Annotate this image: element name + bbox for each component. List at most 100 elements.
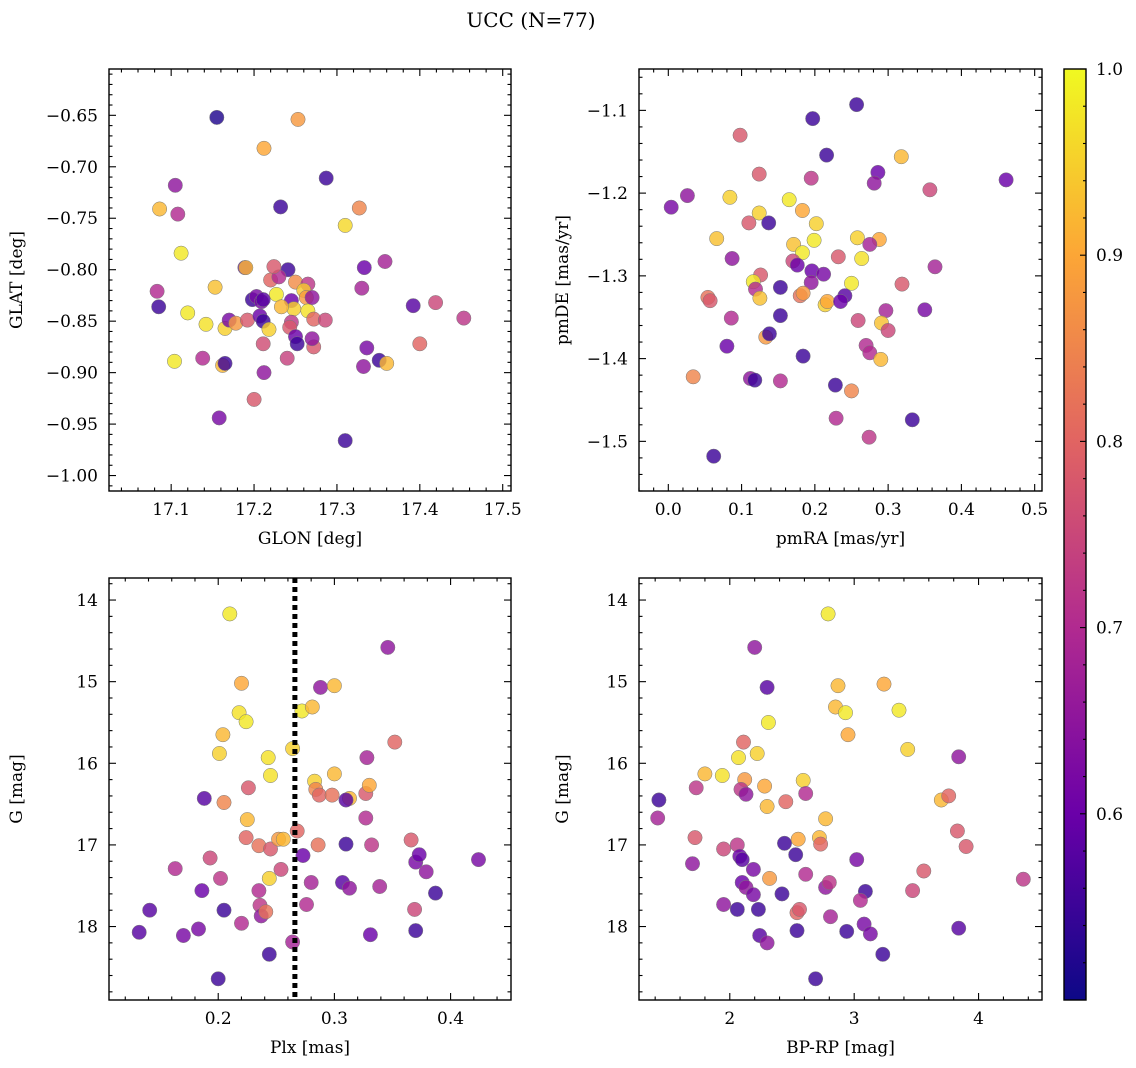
data-point [760, 715, 776, 730]
data-point [747, 372, 763, 388]
data-point [958, 839, 974, 854]
data-point [830, 678, 846, 694]
data-point [729, 901, 745, 917]
data-point [263, 768, 278, 783]
data-point [418, 864, 434, 880]
data-point [337, 433, 353, 449]
data-point [759, 935, 775, 951]
data-point [372, 879, 388, 894]
data-point [663, 199, 679, 215]
data-point [792, 901, 807, 917]
data-point [196, 790, 212, 806]
x-tick-label: 17.4 [401, 500, 439, 520]
data-point [798, 866, 814, 882]
data-point [251, 883, 267, 899]
data-point [411, 847, 427, 863]
data-point [795, 348, 811, 364]
data-point [749, 746, 765, 761]
data-point [407, 901, 423, 917]
data-point [849, 852, 865, 868]
x-tick-label: 0.5 [1021, 500, 1048, 520]
colorbar-tick-label: 0.9 [1096, 246, 1123, 266]
data-point [175, 928, 191, 943]
data-point [215, 727, 231, 743]
data-point [781, 192, 797, 208]
y-axis-label: G [mag] [7, 754, 27, 823]
data-point [778, 794, 794, 810]
data-point [745, 887, 761, 903]
data-point [875, 946, 891, 962]
data-point [238, 830, 254, 846]
data-point [688, 780, 704, 796]
data-point [471, 852, 486, 868]
scatter-points [131, 606, 486, 987]
y-tick-label: 17 [76, 836, 98, 856]
data-point [299, 897, 314, 912]
data-point [239, 312, 255, 328]
data-point [380, 639, 396, 655]
data-point [747, 639, 763, 655]
data-point [317, 312, 333, 328]
y-tick-label: −1.4 [587, 350, 628, 370]
y-tick-label: 16 [606, 754, 628, 774]
data-point [805, 111, 821, 127]
axes-frame [638, 68, 1043, 492]
data-point [709, 231, 725, 247]
y-axis-label: G [mag] [553, 754, 573, 823]
x-tick-label: 3 [849, 1009, 860, 1029]
data-point [827, 377, 843, 393]
data-point [759, 799, 775, 814]
data-point [852, 892, 868, 908]
data-point [234, 675, 249, 691]
y-tick-label: −1.1 [587, 101, 628, 121]
data-point [151, 299, 167, 315]
data-point [706, 448, 722, 464]
data-point [808, 971, 824, 987]
data-point [819, 147, 835, 163]
data-point [850, 313, 866, 328]
data-point [732, 127, 748, 143]
data-point [808, 216, 824, 232]
x-tick-label: 0.4 [948, 500, 975, 520]
data-point [238, 714, 254, 730]
axes-frame [108, 577, 512, 1001]
data-point [358, 810, 374, 826]
scatter-points [149, 109, 472, 449]
data-point [738, 786, 754, 802]
y-tick-label: 15 [606, 673, 628, 693]
x-tick-label: 17.2 [235, 500, 273, 520]
data-point [279, 350, 295, 366]
data-point [217, 355, 233, 371]
y-tick-label: −0.75 [46, 209, 98, 229]
data-point [697, 766, 713, 782]
data-point [949, 823, 965, 839]
data-point [275, 831, 291, 847]
data-point [854, 251, 870, 266]
data-point [216, 795, 232, 810]
data-point [866, 175, 882, 191]
data-point [261, 946, 277, 962]
y-tick-label: 17 [606, 836, 628, 856]
data-point [876, 676, 892, 692]
data-point [167, 861, 183, 877]
data-point [256, 140, 272, 156]
data-point [741, 215, 757, 231]
y-tick-label: 15 [76, 673, 98, 693]
data-point [303, 875, 319, 890]
data-point [844, 383, 859, 399]
data-point [813, 836, 829, 852]
data-point [830, 249, 846, 265]
data-point [337, 217, 353, 233]
data-point [861, 429, 877, 445]
y-tick-label: −0.90 [46, 364, 98, 384]
data-point [304, 331, 320, 347]
data-point [751, 205, 767, 221]
data-point [361, 777, 377, 793]
data-point [326, 678, 342, 694]
data-point [261, 870, 277, 886]
data-point [833, 294, 848, 309]
axes-frame [638, 577, 1043, 1001]
data-point [246, 391, 262, 407]
data-point [941, 788, 957, 804]
data-point [734, 852, 750, 868]
